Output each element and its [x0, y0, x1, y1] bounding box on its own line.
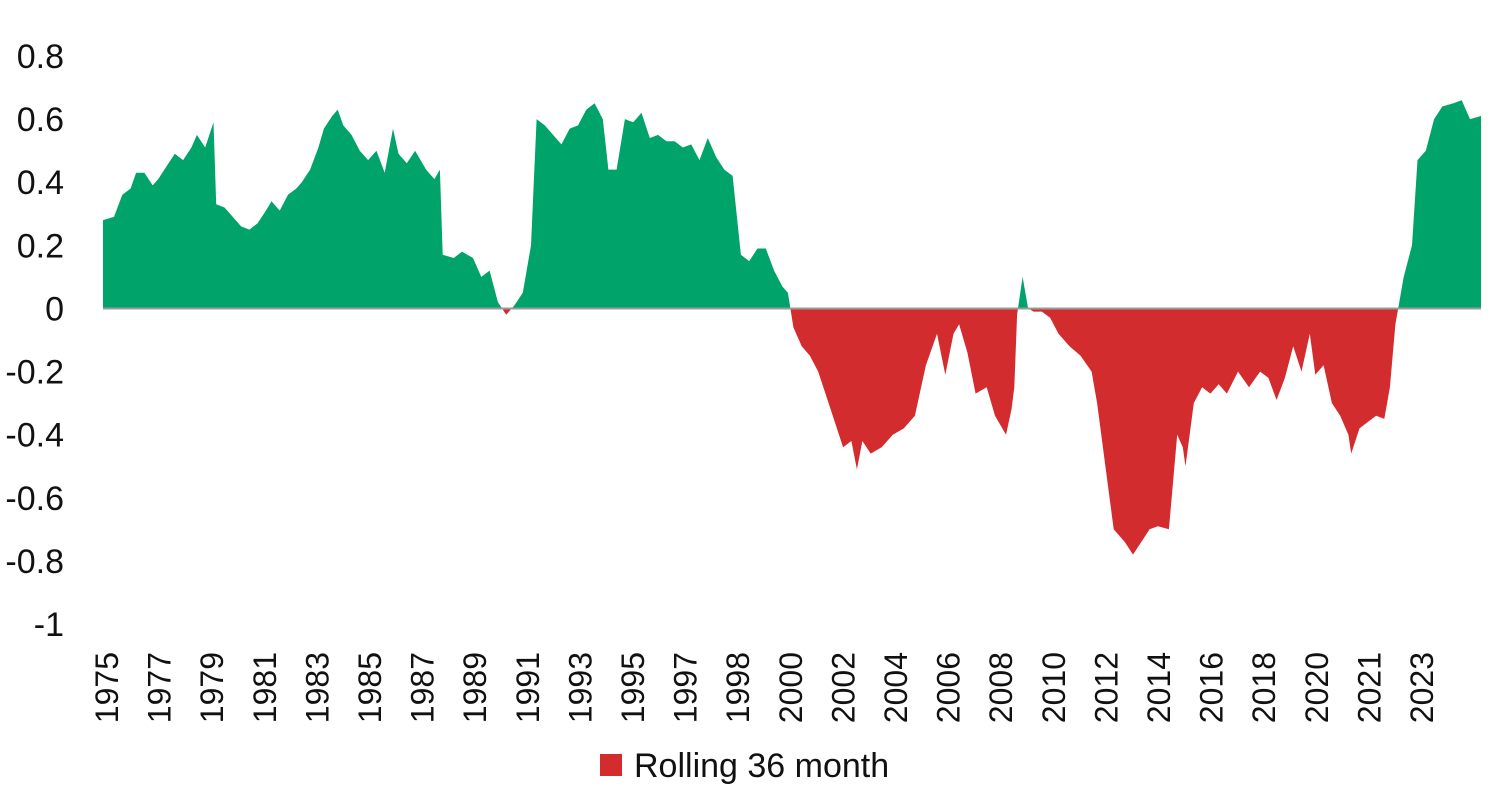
x-tick-label: 2010	[1036, 652, 1072, 723]
x-tick-label: 1983	[299, 652, 335, 723]
y-tick-label: 0.6	[17, 101, 64, 139]
x-tick-label: 1997	[668, 652, 704, 723]
legend-label: Rolling 36 month	[634, 747, 889, 785]
x-tick-label: 1993	[562, 652, 598, 723]
positive-area-2	[511, 103, 791, 309]
legend-swatch	[600, 754, 622, 776]
y-tick-label: 0.4	[17, 164, 64, 202]
x-tick-label: 2000	[773, 652, 809, 723]
x-tick-label: 1987	[405, 652, 441, 723]
x-tick-label: 2012	[1088, 652, 1124, 723]
y-tick-label: -0.2	[5, 354, 64, 392]
y-tick-label: 0	[45, 290, 64, 328]
y-tick-label: -0.6	[5, 480, 64, 518]
x-tick-label: 2023	[1404, 652, 1440, 723]
x-tick-label: 2018	[1246, 652, 1282, 723]
legend: Rolling 36 month	[600, 747, 889, 785]
y-tick-label: 0.8	[17, 38, 64, 76]
x-tick-label: 2021	[1351, 652, 1387, 723]
x-tick-label: 1977	[142, 652, 178, 723]
negative-area-3	[790, 308, 1018, 470]
y-tick-label: -0.4	[5, 417, 64, 455]
negative-area-1	[502, 308, 512, 315]
x-tick-label: 2008	[983, 652, 1019, 723]
x-tick-label: 1981	[247, 652, 283, 723]
x-tick-label: 2020	[1299, 652, 1335, 723]
x-tick-label: 1991	[510, 652, 546, 723]
y-axis: 0.8 0.6 0.4 0.2 0 -0.2 -0.4 -0.6 -0.8 -1	[5, 38, 64, 644]
x-tick-label: 1995	[615, 652, 651, 723]
y-tick-label: 0.2	[17, 227, 64, 265]
x-axis: 1975 1977 1979 1981 1983 1985 1987 1989 1991 1993…	[89, 652, 1440, 723]
x-tick-label: 2004	[878, 652, 914, 723]
x-tick-label: 2016	[1194, 652, 1230, 723]
x-tick-label: 1989	[457, 652, 493, 723]
positive-area-4	[1018, 276, 1029, 309]
y-tick-label: -0.8	[5, 543, 64, 581]
x-tick-label: 1985	[352, 652, 388, 723]
x-tick-label: 2002	[825, 652, 861, 723]
area-fills	[103, 100, 1481, 555]
x-tick-label: 2006	[931, 652, 967, 723]
x-tick-label: 1975	[89, 652, 125, 723]
y-tick-label: -1	[34, 606, 64, 644]
x-tick-label: 1998	[720, 652, 756, 723]
negative-area-5	[1028, 308, 1399, 555]
plot-area	[103, 100, 1481, 555]
positive-area-0	[103, 109, 502, 309]
positive-area-6	[1398, 100, 1481, 309]
x-tick-label: 1979	[194, 652, 230, 723]
x-tick-label: 2014	[1141, 652, 1177, 723]
